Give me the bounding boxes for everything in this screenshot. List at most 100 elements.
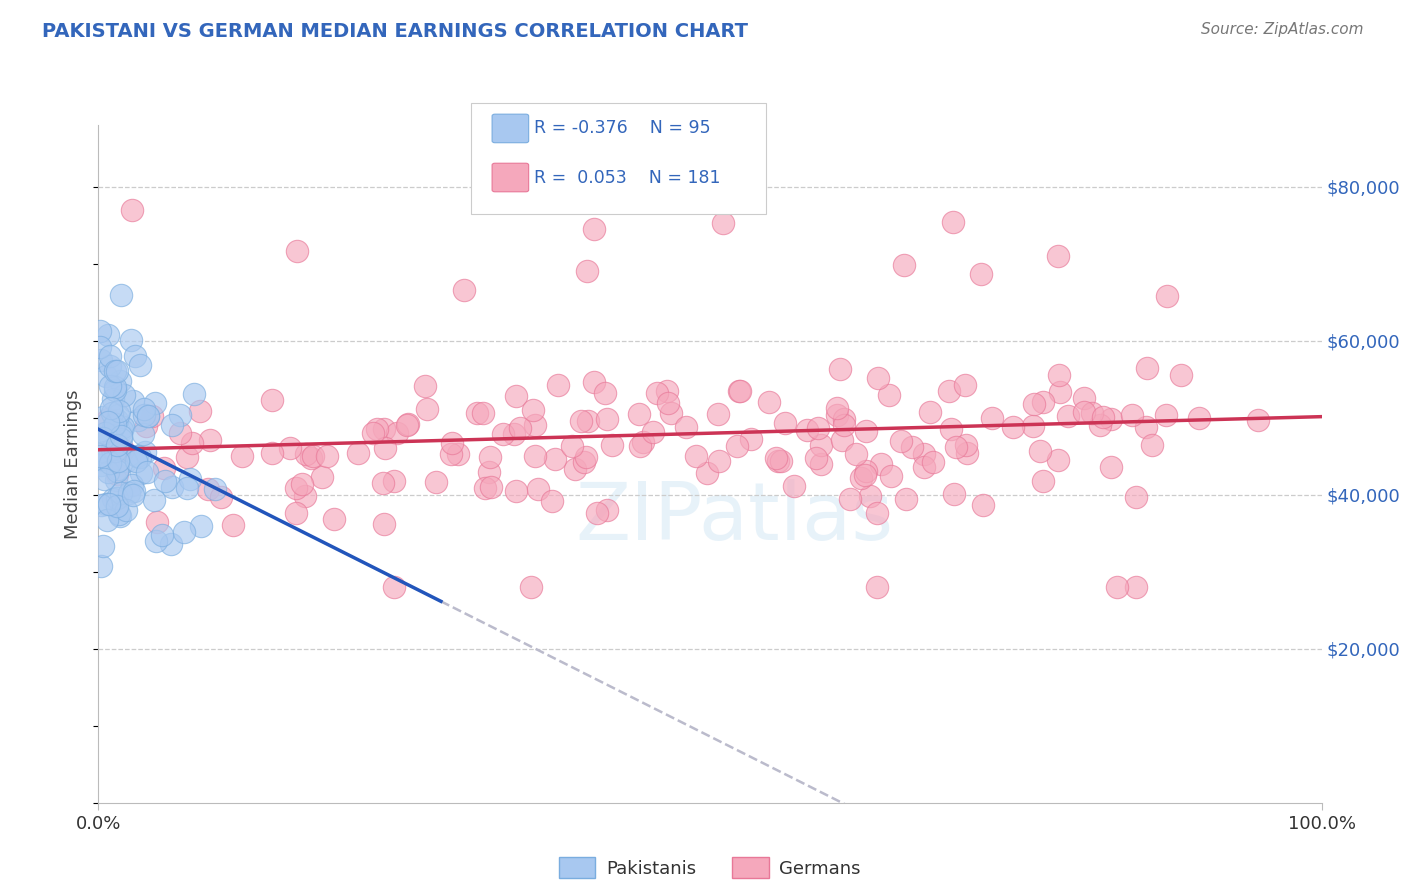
Point [1047, 368, 1070, 382]
Point [183, 386, 205, 401]
Point [596, 412, 619, 426]
Point [122, 483, 145, 498]
Point [956, 445, 979, 459]
Point [859, 489, 882, 503]
Point [373, 516, 395, 531]
Point [728, 384, 751, 399]
Point [105, 438, 128, 452]
Point [110, 486, 132, 500]
Text: ZIPatlas: ZIPatlas [575, 479, 894, 558]
Point [110, 432, 132, 446]
Point [413, 379, 436, 393]
Point [105, 413, 128, 427]
Point [522, 403, 544, 417]
Point [704, 178, 727, 193]
Point [547, 378, 569, 392]
Point [222, 518, 245, 533]
Text: R = -0.376    N = 95: R = -0.376 N = 95 [534, 120, 711, 137]
Point [1029, 443, 1052, 458]
Point [440, 436, 463, 450]
Point [832, 412, 855, 426]
Point [107, 408, 129, 422]
Point [105, 467, 128, 481]
Point [628, 439, 651, 453]
Point [118, 486, 141, 500]
Point [176, 481, 198, 495]
Point [728, 384, 751, 398]
Point [285, 506, 308, 520]
Point [141, 409, 163, 424]
Point [129, 466, 152, 480]
Point [953, 378, 976, 392]
Point [855, 424, 877, 438]
Point [231, 449, 253, 463]
Point [128, 450, 150, 465]
Point [91, 410, 114, 425]
Point [105, 364, 128, 378]
Point [105, 491, 128, 505]
Point [136, 409, 159, 424]
Point [894, 492, 917, 507]
Point [866, 506, 889, 520]
Point [758, 395, 780, 409]
Point [89, 449, 111, 463]
Point [1057, 409, 1080, 423]
Point [918, 405, 941, 419]
Point [311, 470, 333, 484]
Point [628, 407, 651, 421]
Point [173, 524, 195, 539]
Point [972, 498, 994, 512]
Point [851, 471, 873, 485]
Point [1247, 413, 1270, 427]
Point [810, 438, 832, 452]
Point [111, 424, 134, 438]
Point [509, 421, 531, 435]
Point [387, 425, 409, 440]
Point [1081, 406, 1104, 420]
Point [1170, 368, 1192, 383]
Point [1022, 418, 1045, 433]
Point [111, 442, 134, 457]
Point [179, 472, 201, 486]
Point [160, 480, 183, 494]
Point [96, 497, 118, 511]
Point [596, 503, 619, 517]
Point [544, 452, 567, 467]
Point [1001, 420, 1024, 434]
Point [575, 450, 598, 464]
Point [942, 486, 965, 500]
Point [204, 482, 226, 496]
Point [347, 445, 370, 459]
Point [209, 490, 232, 504]
Point [828, 361, 851, 376]
Point [115, 454, 138, 468]
Y-axis label: Median Earnings: Median Earnings [65, 389, 83, 539]
Point [773, 416, 796, 430]
Point [447, 447, 470, 461]
Point [278, 442, 301, 456]
Point [1099, 412, 1122, 426]
Point [98, 359, 121, 373]
Point [769, 454, 792, 468]
Point [316, 449, 339, 463]
Legend: Pakistanis, Germans: Pakistanis, Germans [553, 850, 868, 885]
Point [938, 384, 960, 398]
Point [299, 451, 322, 466]
Point [371, 476, 394, 491]
Point [260, 392, 283, 407]
Point [97, 415, 120, 429]
Point [100, 379, 122, 393]
Point [143, 493, 166, 508]
Point [912, 460, 935, 475]
Point [89, 324, 111, 338]
Point [160, 537, 183, 551]
Point [104, 379, 127, 393]
Point [675, 420, 697, 434]
Point [1091, 409, 1114, 424]
Point [121, 202, 143, 217]
Point [108, 374, 131, 388]
Point [111, 419, 134, 434]
Point [1099, 460, 1122, 475]
Point [914, 448, 936, 462]
Point [1073, 405, 1095, 419]
